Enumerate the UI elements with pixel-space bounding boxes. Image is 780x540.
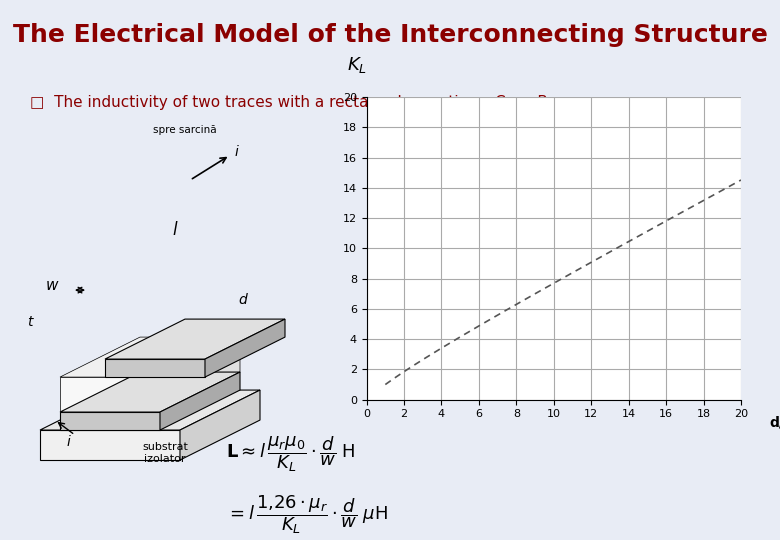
- Text: $\mathbf{L} \approx l\,\dfrac{\mu_r\mu_0}{K_L}\cdot\dfrac{d}{w}\;\mathrm{H}$: $\mathbf{L} \approx l\,\dfrac{\mu_r\mu_0…: [226, 434, 356, 474]
- Polygon shape: [105, 359, 205, 377]
- Text: t: t: [27, 315, 33, 329]
- Text: spre sarcină: spre sarcină: [153, 125, 217, 135]
- Polygon shape: [205, 319, 285, 377]
- Polygon shape: [40, 430, 180, 460]
- Polygon shape: [160, 372, 240, 430]
- Polygon shape: [60, 377, 160, 412]
- Text: i: i: [66, 435, 70, 449]
- Text: d: d: [238, 293, 246, 307]
- Text: □  The inductivity of two traces with a rectangular section – Case B: □ The inductivity of two traces with a r…: [30, 95, 548, 110]
- Text: $= l\,\dfrac{1{,}26\cdot\mu_r}{K_L}\cdot\dfrac{d}{w}\;\mu\mathrm{H}$: $= l\,\dfrac{1{,}26\cdot\mu_r}{K_L}\cdot…: [226, 494, 388, 536]
- Text: substrat
izolator: substrat izolator: [142, 442, 188, 464]
- Text: i: i: [235, 145, 239, 159]
- Polygon shape: [40, 390, 260, 430]
- Text: w: w: [45, 278, 58, 293]
- Polygon shape: [160, 337, 240, 412]
- Text: The Electrical Model of the Interconnecting Structure: The Electrical Model of the Interconnect…: [12, 23, 768, 47]
- Polygon shape: [60, 337, 240, 377]
- Polygon shape: [60, 412, 160, 430]
- Polygon shape: [180, 390, 260, 460]
- Polygon shape: [60, 372, 240, 412]
- Text: d/w: d/w: [769, 415, 780, 429]
- Text: $K_L$: $K_L$: [347, 55, 367, 75]
- Text: l: l: [172, 221, 177, 239]
- Polygon shape: [105, 319, 285, 359]
